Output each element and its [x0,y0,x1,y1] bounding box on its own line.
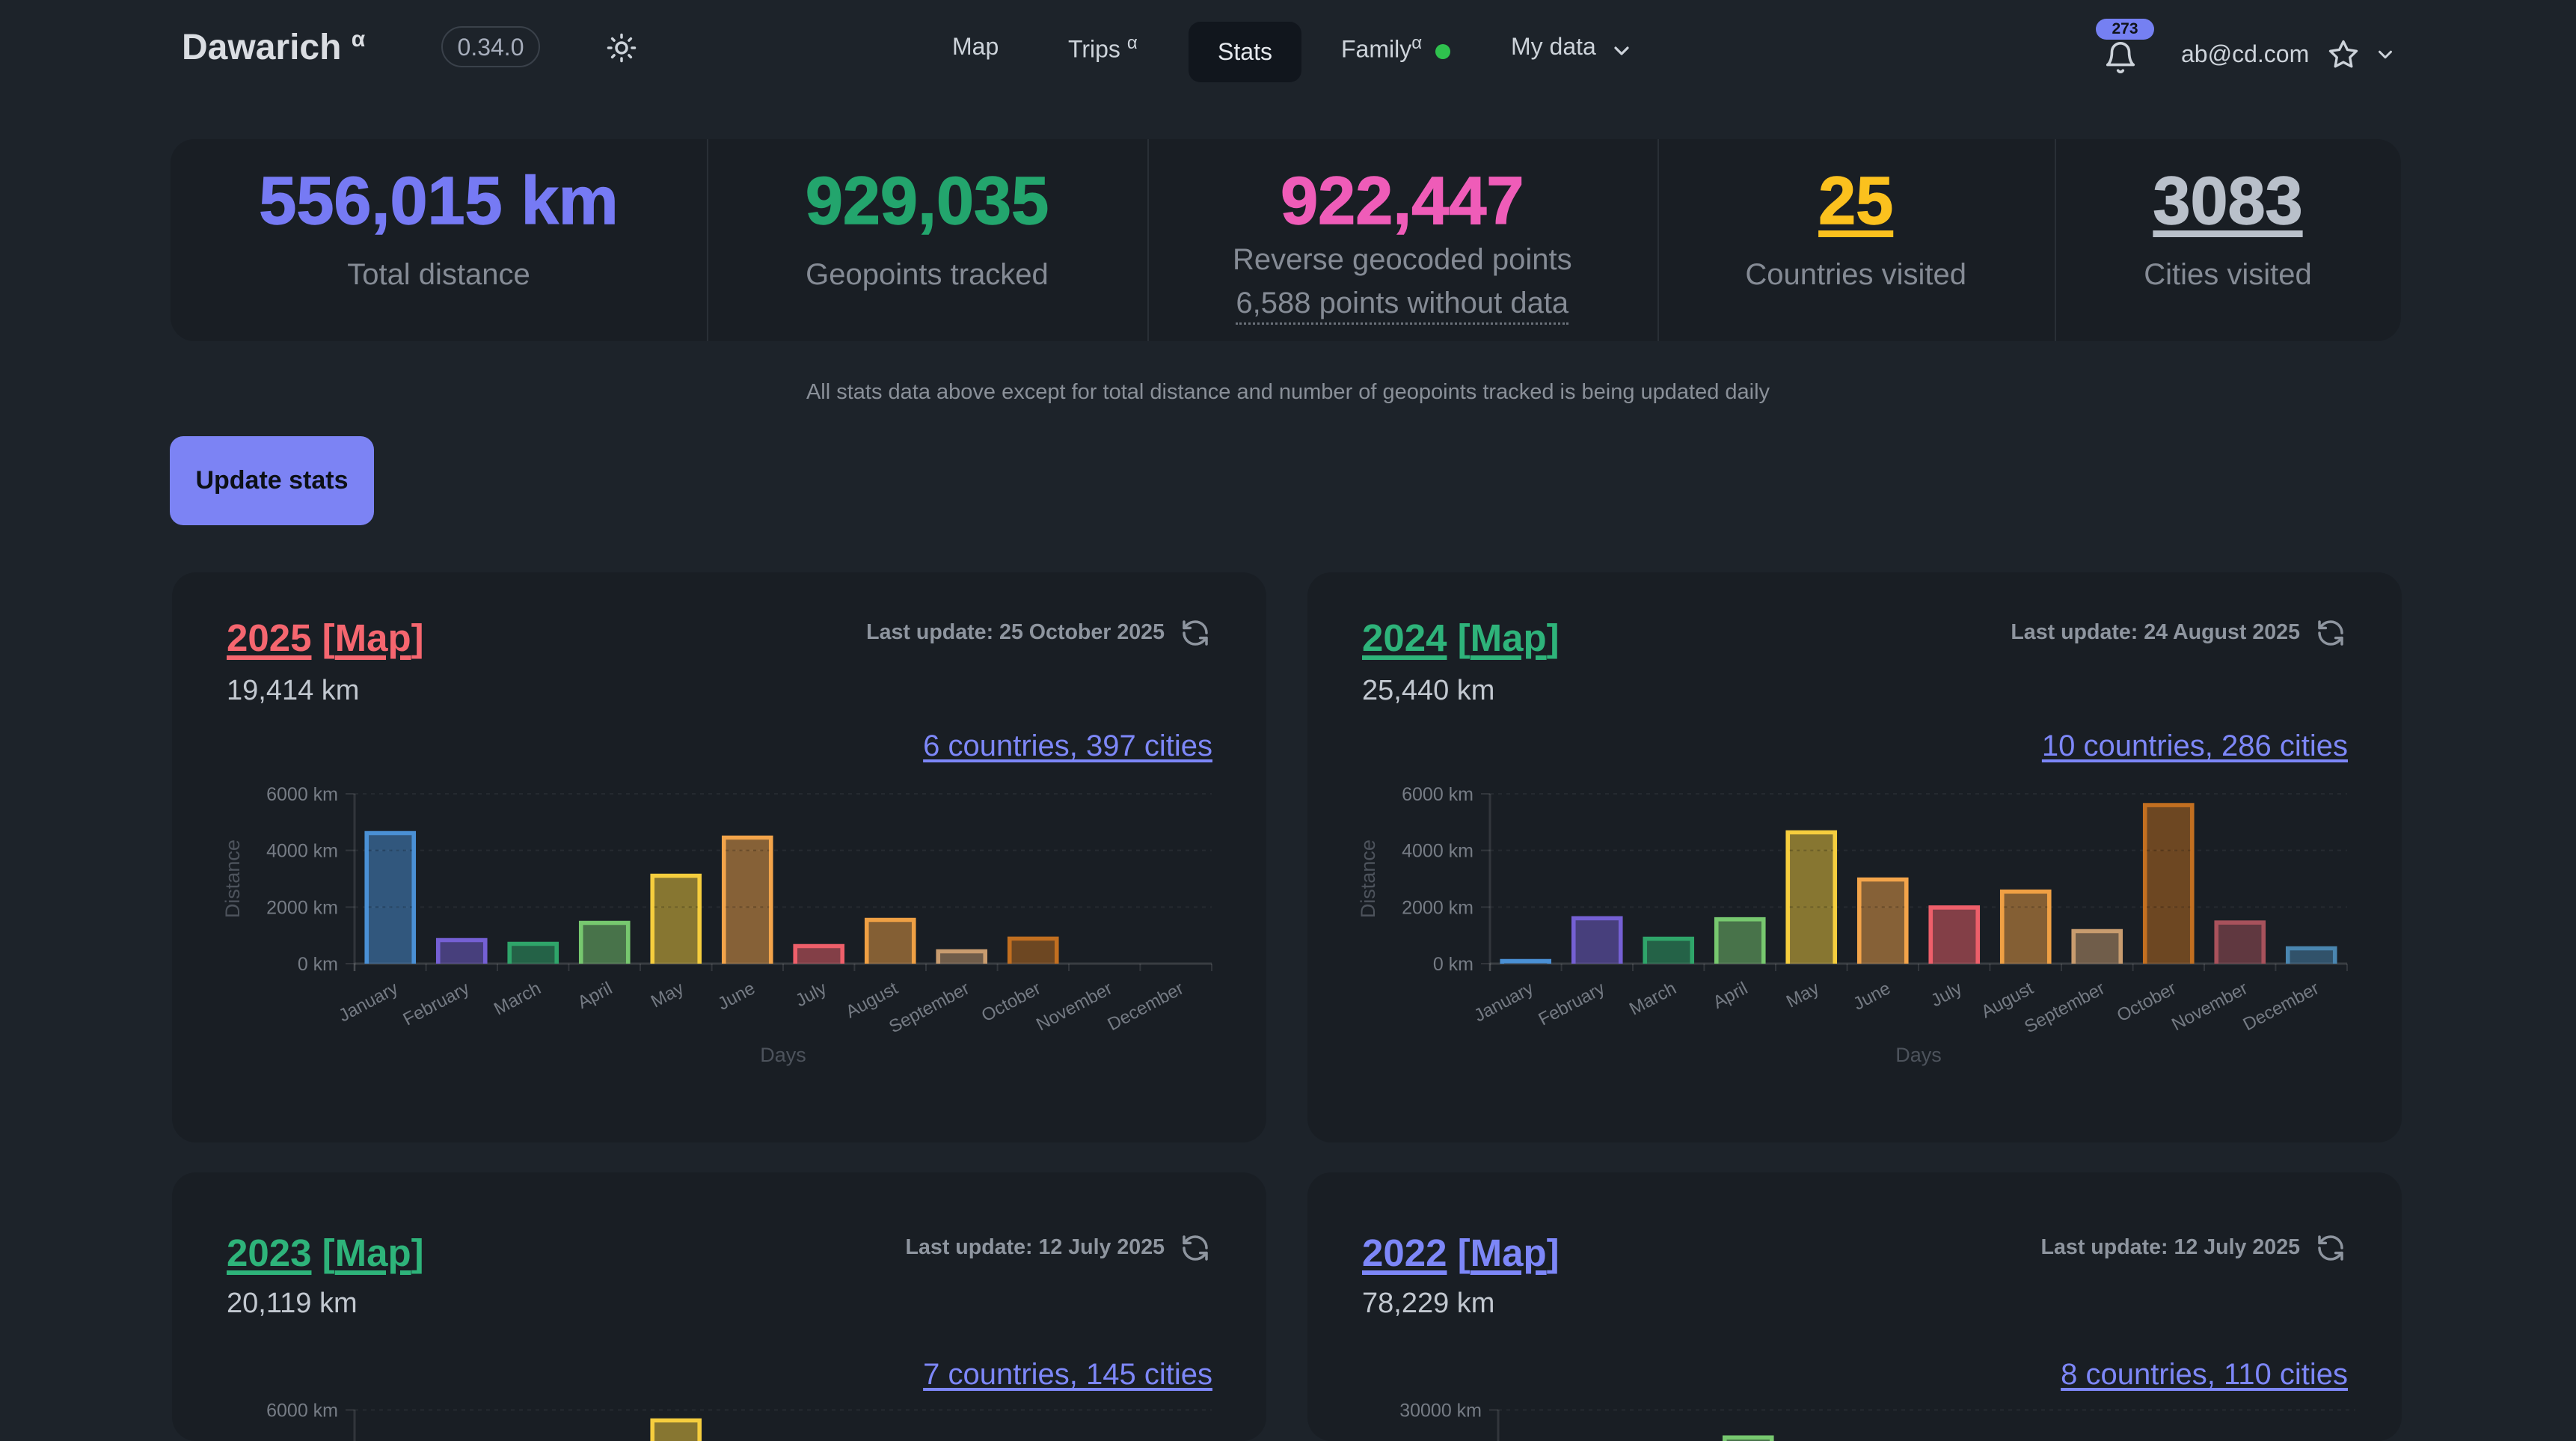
svg-text:6000 km: 6000 km [266,1401,338,1422]
svg-text:30000 km: 30000 km [1399,1401,1482,1422]
svg-text:Distance: Distance [221,839,244,918]
svg-text:6000 km: 6000 km [1402,784,1473,805]
svg-text:July: July [792,978,829,1011]
svg-text:February: February [400,978,473,1029]
svg-text:March: March [1626,978,1680,1019]
svg-text:6000 km: 6000 km [266,784,338,805]
svg-text:2000 km: 2000 km [266,897,338,918]
svg-text:March: March [491,978,545,1019]
svg-text:4000 km: 4000 km [1402,841,1473,862]
svg-text:June: June [1850,978,1894,1014]
svg-text:0 km: 0 km [1433,954,1473,975]
svg-text:January: January [336,978,402,1026]
svg-text:April: April [1710,978,1751,1012]
svg-text:April: April [574,978,616,1012]
svg-text:December: December [2240,978,2322,1035]
svg-text:November: November [2168,978,2251,1035]
svg-text:Days: Days [760,1044,806,1066]
svg-text:May: May [1783,978,1823,1012]
svg-text:September: September [886,978,972,1037]
svg-text:2000 km: 2000 km [1402,897,1473,918]
svg-text:September: September [2021,978,2108,1037]
svg-text:4000 km: 4000 km [266,841,338,862]
svg-text:December: December [1105,978,1187,1035]
svg-text:January: January [1471,978,1537,1026]
svg-text:November: November [1033,978,1115,1035]
svg-text:May: May [648,978,687,1012]
svg-text:Days: Days [1895,1044,1942,1066]
svg-text:July: July [1928,978,1965,1011]
svg-text:June: June [714,978,758,1014]
svg-text:0 km: 0 km [298,954,338,975]
svg-text:Distance: Distance [1357,839,1379,918]
svg-text:February: February [1536,978,1608,1029]
